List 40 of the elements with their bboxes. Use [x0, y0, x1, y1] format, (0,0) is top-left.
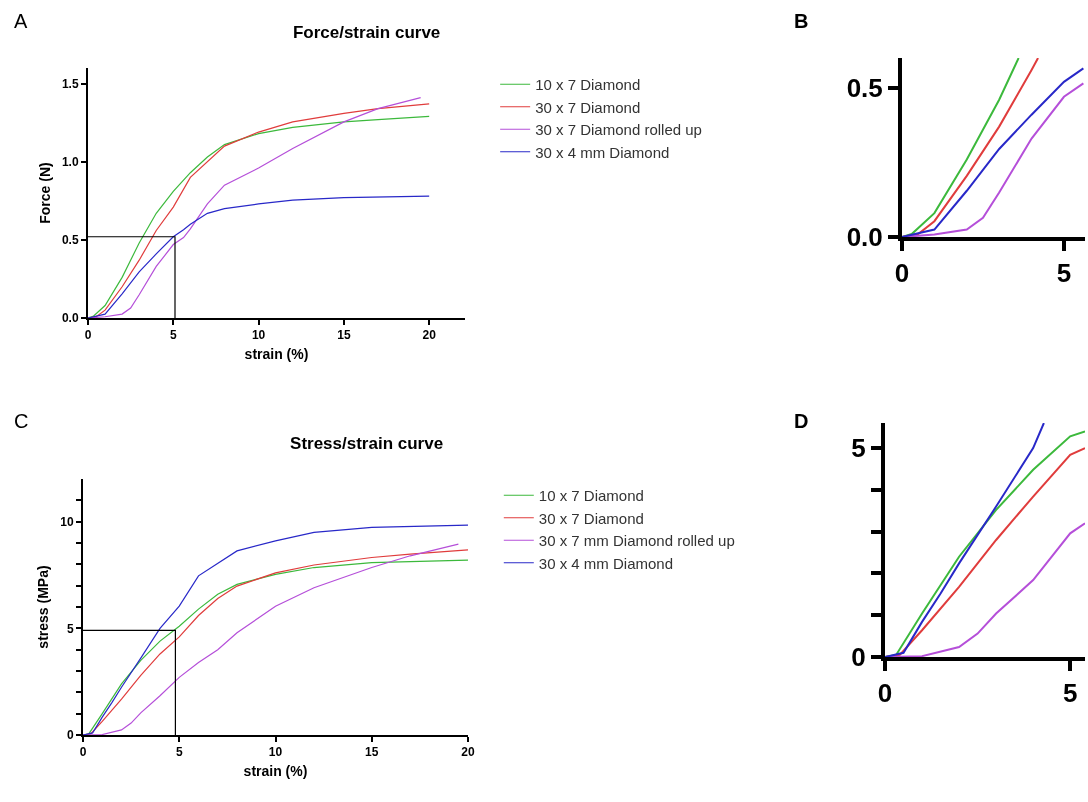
legend-label: 30 x 7 mm Diamond rolled up [538, 532, 735, 550]
line-series [88, 195, 430, 318]
y-tick-label: 0.5 [61, 233, 79, 248]
text: C [14, 410, 29, 432]
y-tick-label: 0.0 [61, 311, 79, 326]
y-tick-label: 0 [66, 728, 74, 743]
legend-label: 30 x 4 mm Diamond [535, 143, 670, 161]
legend-label: 10 x 7 Diamond [538, 487, 644, 505]
y-axis-title: stress (MPa) [35, 565, 52, 649]
x-axis-title: strain (%) [243, 763, 308, 780]
x-axis-title: strain (%) [244, 346, 309, 363]
y-tick-label: 5 [851, 433, 866, 464]
y-tick-label: 1.5 [61, 76, 79, 91]
legend-label: 30 x 4 mm Diamond [538, 554, 674, 572]
y-tick-label: 5 [66, 621, 74, 636]
y-tick-label: 0 [851, 642, 866, 673]
x-tick-label: 5 [169, 328, 177, 343]
legend-label: 30 x 7 Diamond [538, 509, 644, 527]
x-tick-label: 10 [268, 745, 283, 760]
x-tick-label: 20 [422, 328, 437, 343]
y-tick-label: 0.5 [846, 72, 883, 103]
x-tick-label: 0 [84, 328, 92, 343]
y-tick-label: 10 [60, 514, 74, 529]
legend-label: 30 x 7 Diamond [535, 98, 641, 116]
text: A [14, 10, 28, 32]
legend-label: 10 x 7 Diamond [535, 76, 641, 94]
x-tick-label: 15 [365, 745, 379, 760]
x-tick-label: 15 [337, 328, 351, 343]
y-axis-title: Force (N) [37, 162, 54, 224]
x-tick-label: 5 [175, 745, 183, 760]
x-tick-label: 10 [251, 328, 266, 343]
chart-title: Force/strain curve [292, 23, 441, 42]
line-series [885, 423, 1045, 657]
text: D [794, 410, 809, 432]
y-tick-label: 0.0 [846, 222, 883, 253]
x-tick-label: 20 [461, 745, 475, 760]
legend-label: 30 x 7 Diamond rolled up [535, 121, 702, 139]
chart-title: Stress/strain curve [290, 434, 444, 453]
text: B [794, 10, 809, 32]
y-tick-label: 1.0 [61, 154, 79, 169]
